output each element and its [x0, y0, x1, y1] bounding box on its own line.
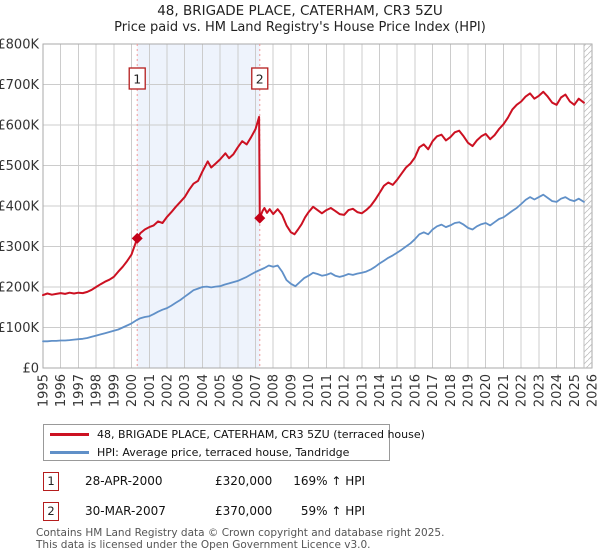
svg-text:2017: 2017 — [426, 374, 441, 407]
sale-2-price: £370,000 — [215, 504, 273, 518]
legend-item-hpi: HPI: Average price, terraced house, Tand… — [44, 444, 389, 461]
svg-text:2006: 2006 — [231, 374, 246, 407]
svg-text:2021: 2021 — [497, 374, 512, 407]
sale-2-date: 30-MAR-2007 — [85, 504, 166, 518]
svg-text:2011: 2011 — [320, 374, 335, 407]
sale-record-1: 1 28-APR-2000 £320,000 169% ↑ HPI — [43, 472, 600, 492]
svg-text:£300K: £300K — [0, 240, 39, 255]
svg-text:2018: 2018 — [444, 374, 459, 407]
svg-text:£100K: £100K — [0, 321, 39, 336]
svg-text:1998: 1998 — [90, 374, 105, 407]
sale-1-date: 28-APR-2000 — [85, 474, 163, 488]
svg-text:2024: 2024 — [550, 374, 565, 407]
svg-text:2001: 2001 — [143, 374, 158, 407]
svg-text:2016: 2016 — [408, 374, 423, 407]
svg-text:2007: 2007 — [249, 374, 264, 407]
svg-text:£200K: £200K — [0, 281, 39, 296]
svg-text:2015: 2015 — [391, 374, 406, 407]
svg-text:2004: 2004 — [196, 374, 211, 407]
sale-1-badge: 1 — [43, 472, 59, 491]
svg-text:£0: £0 — [22, 362, 39, 377]
sale-1-hpi-change: 169% ↑ HPI — [293, 474, 365, 488]
license-line-2: This data is licensed under the Open Gov… — [36, 538, 371, 551]
svg-text:2013: 2013 — [355, 374, 370, 407]
svg-text:2023: 2023 — [532, 374, 547, 407]
svg-text:£400K: £400K — [0, 200, 39, 215]
svg-text:2022: 2022 — [515, 374, 530, 407]
svg-text:2014: 2014 — [373, 374, 388, 407]
property-legend-label: 48, BRIGADE PLACE, CATERHAM, CR3 5ZU (te… — [97, 428, 425, 441]
page-subtitle: Price paid vs. HM Land Registry's House … — [114, 20, 486, 35]
svg-text:2012: 2012 — [338, 374, 353, 407]
sale-record-2: 2 30-MAR-2007 £370,000 59% ↑ HPI — [43, 502, 600, 522]
property-line-swatch — [50, 433, 89, 436]
sale-2-hpi-change: 59% ↑ HPI — [300, 504, 365, 518]
svg-text:2009: 2009 — [284, 374, 299, 407]
svg-text:2010: 2010 — [302, 374, 317, 407]
svg-text:2025: 2025 — [568, 374, 583, 407]
svg-text:1997: 1997 — [72, 374, 87, 407]
svg-text:1995: 1995 — [37, 374, 52, 407]
svg-text:2003: 2003 — [178, 374, 193, 407]
svg-text:1999: 1999 — [107, 374, 122, 407]
sale-2-badge: 2 — [43, 502, 59, 521]
sale-1-price: £320,000 — [215, 474, 273, 488]
license-note: Contains HM Land Registry data © Crown c… — [36, 527, 445, 551]
svg-text:1: 1 — [133, 72, 141, 87]
svg-text:£700K: £700K — [0, 78, 39, 93]
chart-legend: 48, BRIGADE PLACE, CATERHAM, CR3 5ZU (te… — [43, 424, 425, 461]
svg-text:2000: 2000 — [125, 374, 140, 407]
svg-text:2005: 2005 — [214, 374, 229, 407]
hpi-line-swatch — [50, 451, 89, 454]
legend-item-property: 48, BRIGADE PLACE, CATERHAM, CR3 5ZU (te… — [44, 426, 425, 443]
svg-text:£800K: £800K — [0, 38, 39, 53]
svg-text:£500K: £500K — [0, 159, 39, 174]
svg-text:2008: 2008 — [267, 374, 282, 407]
svg-text:1996: 1996 — [54, 374, 69, 407]
price-history-chart: 1 2 £0 £100K £200K £300K £400K £500K £600K £700K £… — [0, 38, 600, 408]
hpi-legend-label: HPI: Average price, terraced house, Tand… — [97, 446, 350, 459]
svg-text:£600K: £600K — [0, 119, 39, 134]
svg-text:2020: 2020 — [479, 374, 494, 407]
svg-text:2: 2 — [256, 72, 264, 87]
svg-text:2002: 2002 — [160, 374, 175, 407]
svg-text:2019: 2019 — [462, 374, 477, 407]
page-title: 48, BRIGADE PLACE, CATERHAM, CR3 5ZU — [157, 3, 443, 19]
license-line-1: Contains HM Land Registry data © Crown c… — [36, 527, 445, 539]
svg-text:2026: 2026 — [586, 374, 600, 407]
